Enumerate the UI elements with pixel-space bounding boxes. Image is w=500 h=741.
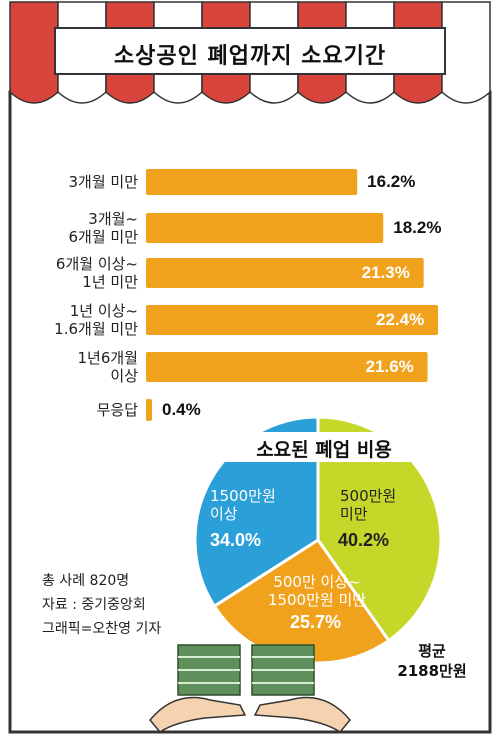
bar-category-label: 1년6개월 이상 <box>77 349 139 385</box>
money-hands-illustration <box>149 644 351 733</box>
bar-chart <box>146 169 438 421</box>
bar <box>146 305 438 335</box>
bar-value-label: 21.6% <box>365 357 414 376</box>
pie-slice <box>316 415 443 643</box>
bar-value-label: 0.4% <box>162 400 201 419</box>
average-value: 2188만원 <box>397 662 467 680</box>
pie-label-over-1500: 1500만원 이상 <box>210 487 276 523</box>
bar-value-label: 21.3% <box>361 263 410 282</box>
note-sample-size: 총 사례 820명 <box>42 573 130 589</box>
bar <box>146 258 424 288</box>
bar <box>146 213 384 243</box>
bar-category-label: 3개월 미만 <box>68 173 138 191</box>
pie-pct-over-1500: 34.0% <box>210 530 262 550</box>
awning-stripe <box>9 1 59 104</box>
pie-title-backdrop <box>220 432 428 462</box>
pie-label-under-500: 500만원 미만 <box>340 487 397 523</box>
note-credit: 그래픽=오찬영 기자 <box>42 621 162 637</box>
bar-category-label: 6개월 이상~ 1년 미만 <box>55 255 138 291</box>
bar-category-label: 3개월~ 6개월 미만 <box>68 210 138 246</box>
average-label: 평균 <box>418 642 446 660</box>
bar-category-label: 무응답 <box>96 401 138 419</box>
pie-chart <box>193 415 443 665</box>
chart-title: 소상공인 폐업까지 소요기간 <box>113 44 387 69</box>
awning-stripe <box>441 1 491 104</box>
hand-right <box>253 696 351 733</box>
bar <box>146 169 358 195</box>
bar-value-label: 22.4% <box>376 310 425 329</box>
bar <box>146 352 428 382</box>
pie-title: 소요된 폐업 비용 <box>256 439 392 461</box>
pie-slice <box>193 415 320 609</box>
pie-pct-under-500: 40.2% <box>338 530 390 550</box>
note-source: 자료 : 중기중앙회 <box>42 597 146 613</box>
pie-pct-500-1500: 25.7% <box>290 612 342 632</box>
bar <box>146 399 152 421</box>
hand-left <box>149 696 247 733</box>
title-banner <box>54 27 446 75</box>
bar-category-label: 1년 이상~ 1.6개월 미만 <box>54 302 138 338</box>
bar-value-label: 16.2% <box>367 172 416 191</box>
bar-value-label: 18.2% <box>393 218 442 237</box>
pie-label-500-1500: 500만 이상~ 1500만원 미만 <box>267 573 367 609</box>
